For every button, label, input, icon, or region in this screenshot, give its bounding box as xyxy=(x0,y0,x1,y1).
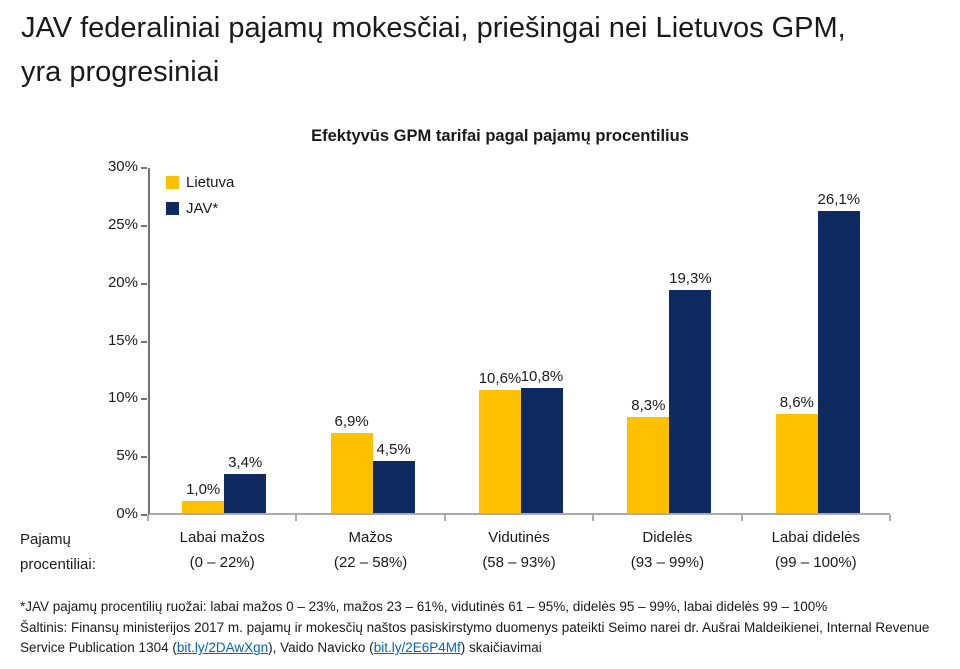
category-range: (58 – 93%) xyxy=(482,554,556,571)
bar-jav xyxy=(817,211,860,513)
x-axis-tick xyxy=(740,515,743,521)
footnote-percentile-ranges: *JAV pajamų procentilių ruožai: labai ma… xyxy=(20,599,828,614)
source-text-middle: ), Vaido Navicko ( xyxy=(268,640,374,655)
category-name: Vidutinės xyxy=(488,529,550,546)
category-range: (93 – 99%) xyxy=(630,554,705,571)
y-axis-tick xyxy=(141,514,147,516)
bar-jav xyxy=(669,289,712,513)
y-axis-tick xyxy=(141,167,147,169)
bar-value-label: 4,5% xyxy=(376,440,411,458)
x-axis-tick xyxy=(147,515,149,521)
y-axis-label: 15% xyxy=(107,331,138,349)
legend-label: Lietuva xyxy=(186,174,235,191)
legend: Lietuva JAV* xyxy=(166,174,234,226)
footer: *JAV pajamų procentilių ruožai: labai ma… xyxy=(20,597,948,659)
legend-label: JAV* xyxy=(186,200,219,217)
y-axis-label: 30% xyxy=(107,158,138,175)
bar-lietuva xyxy=(182,501,225,513)
y-axis-tick xyxy=(141,340,147,343)
bar-jav xyxy=(521,388,563,513)
source-link-2[interactable]: bit.ly/2E6P4Mf xyxy=(373,640,461,655)
source-text-prefix: Šaltinis: Finansų ministerijos 2017 m. p… xyxy=(20,619,930,656)
legend-row-jav: JAV* xyxy=(166,200,234,217)
x-axis-tick xyxy=(443,515,446,521)
page-title-line1: JAV federaliniai pajamų mokesčiai, prieš… xyxy=(21,12,846,44)
legend-swatch-lietuva xyxy=(166,176,179,189)
category-label: Mažos (22 – 58%) xyxy=(281,525,461,575)
legend-swatch-jav xyxy=(166,202,179,215)
category-label: Labai mažos (0 – 22%) xyxy=(132,525,312,575)
y-axis-label: 20% xyxy=(107,273,138,291)
y-axis-label: 10% xyxy=(107,389,138,407)
bar-lietuva xyxy=(330,433,373,513)
bar-lietuva xyxy=(627,417,670,513)
bar-value-label: 10,6% xyxy=(478,370,522,388)
y-axis-label: 25% xyxy=(107,215,138,233)
source-link-1[interactable]: bit.ly/2DAwXgn xyxy=(176,640,269,655)
page-title-line2: yra progresiniai xyxy=(21,56,220,88)
bar-value-label: 6,9% xyxy=(334,413,369,431)
category-label: Vidutinės (58 – 93%) xyxy=(429,525,609,575)
category-name: Labai didelės xyxy=(771,529,860,546)
bar-value-label: 8,6% xyxy=(779,393,814,411)
x-axis-title-line1: Pajamų xyxy=(20,531,71,548)
bar-lietuva xyxy=(775,413,818,513)
y-axis-tick xyxy=(141,456,147,459)
category-range: (0 – 22%) xyxy=(189,554,255,571)
bar-jav xyxy=(372,460,415,513)
bar-value-label: 1,0% xyxy=(186,481,221,499)
x-axis-tick xyxy=(889,515,891,521)
category-name: Mažos xyxy=(348,529,393,546)
bar-jav xyxy=(224,473,267,513)
x-axis-tick xyxy=(592,515,595,521)
bar-value-label: 19,3% xyxy=(669,269,712,287)
category-label: Labai didelės (99 – 100%) xyxy=(726,525,906,575)
category-range: (22 – 58%) xyxy=(333,554,408,571)
bar-value-label: 3,4% xyxy=(228,453,263,471)
y-axis-label: 0% xyxy=(116,505,138,522)
source-line: Šaltinis: Finansų ministerijos 2017 m. p… xyxy=(20,618,948,659)
y-axis-tick xyxy=(141,224,147,227)
bar-value-label: 10,8% xyxy=(520,368,564,386)
bar-value-label: 8,3% xyxy=(631,396,666,414)
x-axis-title: Pajamų procentiliai: xyxy=(20,527,140,577)
source-text-suffix: ) skaičiavimai xyxy=(460,640,542,655)
bar-value-label: 26,1% xyxy=(817,191,861,209)
chart-title: Efektyvūs GPM tarifai pagal pajamų proce… xyxy=(311,127,689,145)
category-range: (99 – 100%) xyxy=(774,554,857,571)
legend-row-lietuva: Lietuva xyxy=(166,174,234,191)
category-label: Didelės (93 – 99%) xyxy=(577,525,757,575)
category-name: Labai mažos xyxy=(179,529,265,546)
bar-lietuva xyxy=(479,390,521,513)
plot-area: Lietuva JAV* 1,0% 3,4% 6,9% 4,5% 10,6% 10,8% 8,… xyxy=(148,168,890,515)
y-axis-tick xyxy=(141,282,147,285)
x-axis-title-line2: procentiliai: xyxy=(20,556,96,573)
category-name: Didelės xyxy=(642,529,693,546)
page-title: JAV federaliniai pajamų mokesčiai, prieš… xyxy=(21,6,953,94)
y-axis-tick xyxy=(141,398,147,401)
x-axis-tick xyxy=(295,515,298,521)
y-axis-label: 5% xyxy=(116,447,138,465)
